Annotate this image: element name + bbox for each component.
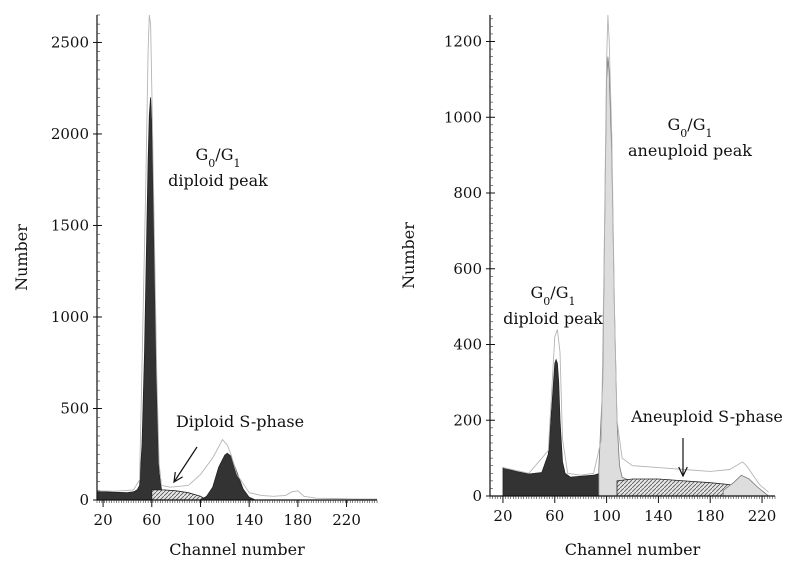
- diploid-histogram-chart: 0 500 1000 1500 2000 2500 20 60 100 140 180 220 Chan…: [12, 14, 378, 559]
- x-tick-label: 180: [696, 507, 725, 525]
- x-tick-label: 140: [644, 507, 673, 525]
- y-tick-label: 1000: [51, 308, 89, 326]
- series-aneuploid-g2-m-fill: [722, 474, 770, 497]
- x-tick-label: 180: [284, 511, 313, 529]
- annotation-label: diploid peak: [168, 171, 268, 190]
- y-tick-label: 0: [472, 487, 482, 505]
- x-tick-label: 60: [142, 511, 161, 529]
- y-tick-label: 600: [453, 260, 482, 278]
- arrow-head: [678, 466, 688, 478]
- x-tick-label: 20: [94, 511, 113, 529]
- y-axis-label: Number: [399, 222, 418, 289]
- y-tick-label: 1000: [444, 108, 482, 126]
- annotation-label: Diploid S-phase: [176, 412, 304, 431]
- arrow-head: [173, 472, 183, 484]
- x-tick-label: 20: [493, 507, 512, 525]
- y-tick-label: 0: [79, 491, 89, 509]
- annotation-label: G0/G1: [531, 283, 576, 308]
- series-diploid-s-phase-fill: [151, 489, 209, 501]
- y-tick-label: 800: [453, 184, 482, 202]
- y-tick-label: 2000: [51, 125, 89, 143]
- series-raw-histogram-outline: [96, 14, 377, 500]
- y-tick-label: 500: [60, 399, 89, 417]
- series-diploid-g0-g1-fill: [502, 358, 615, 497]
- annotation-label: diploid peak: [503, 309, 603, 328]
- x-axis-label: Channel number: [169, 540, 305, 559]
- annotation-label: G0/G1: [668, 115, 713, 140]
- x-tick-label: 220: [332, 511, 361, 529]
- x-tick-label: 100: [592, 507, 621, 525]
- series-diploid-g2-m-fill: [199, 452, 256, 501]
- y-tick-label: 200: [453, 411, 482, 429]
- annotation-label: aneuploid peak: [628, 141, 752, 160]
- series-raw-histogram-outline: [502, 14, 769, 493]
- annotation-label: Aneuploid S-phase: [630, 407, 783, 426]
- x-tick-label: 220: [748, 507, 777, 525]
- x-tick-label: 60: [545, 507, 564, 525]
- y-tick-label: 2500: [51, 33, 89, 51]
- x-tick-label: 140: [235, 511, 264, 529]
- x-axis-label: Channel number: [565, 540, 701, 559]
- x-tick-label: 100: [186, 511, 215, 529]
- y-tick-label: 1200: [444, 33, 482, 51]
- annotation-arrow: [173, 446, 198, 483]
- y-axis-label: Number: [12, 224, 31, 291]
- series-diploid-g0-g1-fill: [96, 97, 175, 501]
- aneuploid-histogram-chart: 0 200 400 600 800 1000 1200 20 60 100 140 180 220 Cha…: [399, 14, 783, 559]
- y-tick-label: 400: [453, 336, 482, 354]
- y-tick-label: 1500: [51, 216, 89, 234]
- annotation-label: G0/G1: [196, 145, 241, 170]
